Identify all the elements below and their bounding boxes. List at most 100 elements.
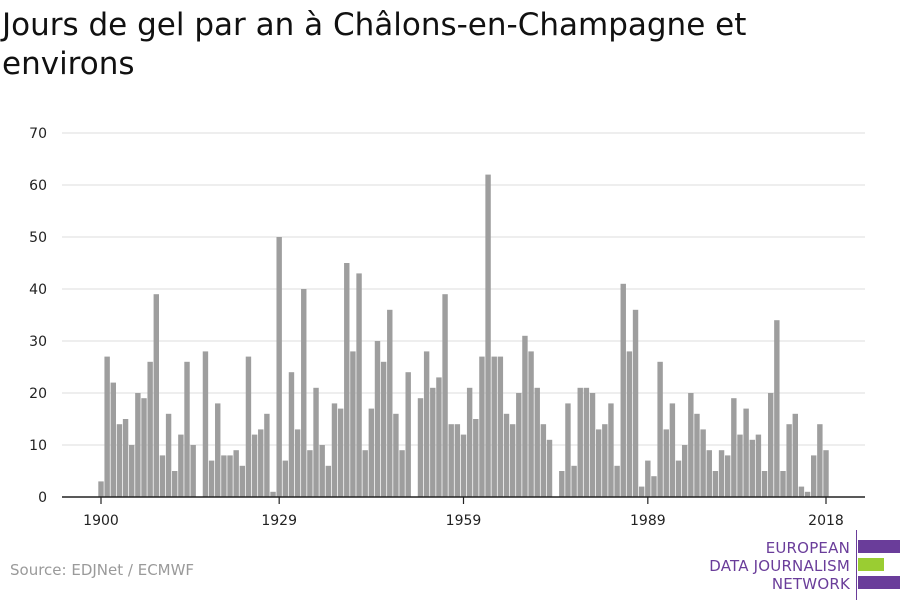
bar-1946 bbox=[380, 361, 387, 497]
bar-2004 bbox=[737, 434, 743, 497]
bar-1976 bbox=[565, 403, 571, 497]
bar-2015 bbox=[804, 491, 811, 497]
bar-1941 bbox=[350, 351, 356, 497]
bar-1939 bbox=[337, 408, 344, 497]
y-axis-ticks: 0 10 20 30 40 50 60 70 bbox=[29, 126, 47, 506]
bar-1944 bbox=[368, 408, 375, 497]
logo-line-3: NETWORK bbox=[771, 575, 850, 593]
bar-1931 bbox=[288, 372, 295, 497]
bar-1959 bbox=[460, 434, 467, 497]
logo-bar-purple-top bbox=[858, 540, 900, 553]
bar-1948 bbox=[393, 413, 399, 497]
bar-1999 bbox=[706, 450, 712, 497]
bar-2000 bbox=[712, 471, 719, 497]
bar-1950 bbox=[405, 372, 411, 497]
bar-1915 bbox=[190, 445, 196, 497]
bar-2017 bbox=[817, 424, 823, 497]
y-tick-label: 10 bbox=[29, 438, 47, 454]
edjnet-logo[interactable]: EUROPEAN DATA JOURNALISM NETWORK bbox=[700, 530, 900, 600]
bar-1937 bbox=[325, 465, 332, 497]
bar-1904 bbox=[122, 419, 129, 497]
bar-1930 bbox=[282, 460, 289, 497]
bar-1980 bbox=[589, 393, 596, 497]
bar-2003 bbox=[731, 398, 737, 497]
bar-1925 bbox=[251, 434, 258, 497]
logo-line-1: EUROPEAN bbox=[765, 539, 850, 557]
bar-1972 bbox=[540, 424, 547, 497]
y-tick-label: 50 bbox=[29, 230, 47, 246]
bar-1924 bbox=[245, 356, 252, 497]
bar-1947 bbox=[387, 309, 393, 497]
bar-2012 bbox=[786, 424, 792, 497]
bar-2016 bbox=[811, 455, 817, 497]
bar-1981 bbox=[595, 429, 602, 497]
logo-line-2: DATA JOURNALISM bbox=[709, 557, 850, 575]
bar-1990 bbox=[651, 476, 657, 497]
bar-1935 bbox=[313, 387, 319, 497]
bar-1958 bbox=[454, 424, 461, 497]
bar-1961 bbox=[473, 419, 479, 497]
bar-1968 bbox=[516, 393, 522, 497]
bar-1906 bbox=[135, 393, 141, 497]
bar-1971 bbox=[534, 387, 540, 497]
bar-1997 bbox=[694, 413, 700, 497]
bar-1982 bbox=[602, 424, 608, 497]
bar-1908 bbox=[147, 361, 153, 497]
x-tick-label: 1900 bbox=[83, 513, 119, 529]
bar-1923 bbox=[239, 465, 246, 497]
bar-1967 bbox=[509, 424, 516, 497]
bar-1953 bbox=[423, 351, 430, 497]
bar-1905 bbox=[129, 445, 135, 497]
bar-1920 bbox=[221, 455, 227, 497]
bar-2008 bbox=[761, 471, 768, 497]
bar-1988 bbox=[638, 486, 645, 497]
y-tick-label: 40 bbox=[29, 282, 47, 298]
bar-1970 bbox=[528, 351, 534, 497]
bar-2010 bbox=[774, 320, 780, 497]
bar-1979 bbox=[583, 387, 590, 497]
bar-1952 bbox=[417, 398, 424, 497]
y-tick-label: 70 bbox=[29, 126, 47, 142]
bar-1985 bbox=[620, 283, 626, 497]
bar-1964 bbox=[491, 356, 497, 497]
bar-1909 bbox=[153, 294, 159, 497]
bar-1986 bbox=[626, 351, 633, 497]
y-tick-label: 60 bbox=[29, 178, 47, 194]
bar-1911 bbox=[165, 413, 172, 497]
logo-bar-green bbox=[858, 558, 884, 571]
bar-1922 bbox=[233, 450, 239, 497]
bar-1926 bbox=[258, 429, 264, 497]
bar-1989 bbox=[645, 460, 651, 497]
x-axis-ticks: 1900 1929 1959 1989 2018 bbox=[83, 497, 844, 529]
x-tick-label: 1959 bbox=[446, 513, 482, 529]
bar-1963 bbox=[485, 174, 491, 497]
bar-1928 bbox=[270, 491, 276, 497]
chart-title: Jours de gel par an à Châlons-en-Champag… bbox=[2, 7, 747, 82]
bar-1903 bbox=[116, 424, 123, 497]
bar-1955 bbox=[436, 377, 442, 497]
bar-2013 bbox=[792, 413, 798, 497]
bar-1913 bbox=[178, 434, 184, 497]
bar-1966 bbox=[503, 413, 510, 497]
bar-1927 bbox=[264, 413, 270, 497]
bar-1975 bbox=[559, 471, 565, 497]
bar-2002 bbox=[724, 455, 731, 497]
bar-1996 bbox=[688, 393, 694, 497]
bar-1957 bbox=[448, 424, 454, 497]
bar-1945 bbox=[374, 341, 381, 497]
bar-1994 bbox=[675, 460, 682, 497]
bar-1993 bbox=[669, 403, 676, 497]
bar-1912 bbox=[172, 471, 178, 497]
bar-1973 bbox=[546, 439, 553, 497]
y-tick-label: 0 bbox=[38, 490, 47, 506]
bar-2005 bbox=[743, 408, 749, 497]
logo-divider bbox=[856, 530, 857, 600]
bar-1954 bbox=[430, 387, 436, 497]
x-tick-label: 1929 bbox=[261, 513, 297, 529]
bar-2001 bbox=[718, 450, 725, 497]
bar-2009 bbox=[768, 393, 774, 497]
bar-1921 bbox=[227, 455, 233, 497]
bar-1902 bbox=[110, 382, 116, 497]
bar-1907 bbox=[141, 398, 147, 497]
